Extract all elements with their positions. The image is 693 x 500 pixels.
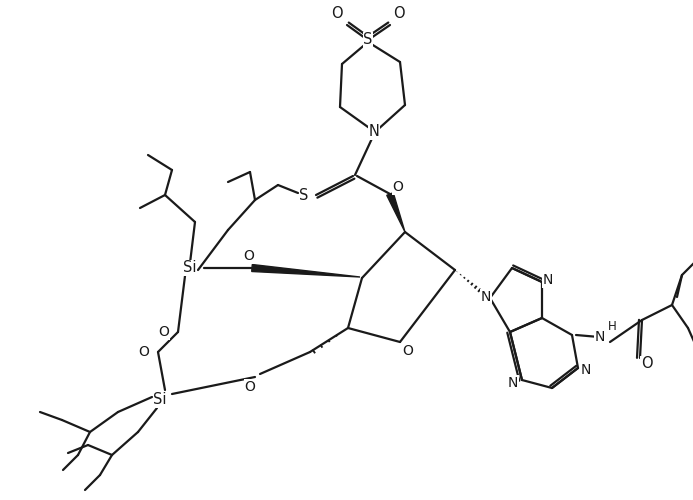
Text: O: O (392, 180, 403, 194)
Text: N: N (543, 273, 553, 287)
Text: O: O (641, 356, 653, 372)
Text: H: H (608, 320, 616, 334)
Text: N: N (481, 290, 491, 304)
Text: S: S (363, 32, 373, 48)
Text: O: O (159, 325, 169, 339)
Text: N: N (595, 330, 605, 344)
Text: N: N (581, 363, 591, 377)
Polygon shape (387, 192, 405, 232)
Text: O: O (331, 6, 343, 20)
Text: O: O (403, 344, 414, 358)
Text: Si: Si (153, 392, 167, 407)
Text: Si: Si (183, 260, 197, 276)
Text: O: O (139, 345, 150, 359)
Text: O: O (393, 6, 405, 20)
Text: N: N (369, 124, 380, 140)
Text: S: S (299, 188, 308, 204)
Text: N: N (508, 376, 518, 390)
Polygon shape (252, 264, 360, 277)
Text: O: O (245, 380, 256, 394)
Text: O: O (243, 249, 254, 263)
